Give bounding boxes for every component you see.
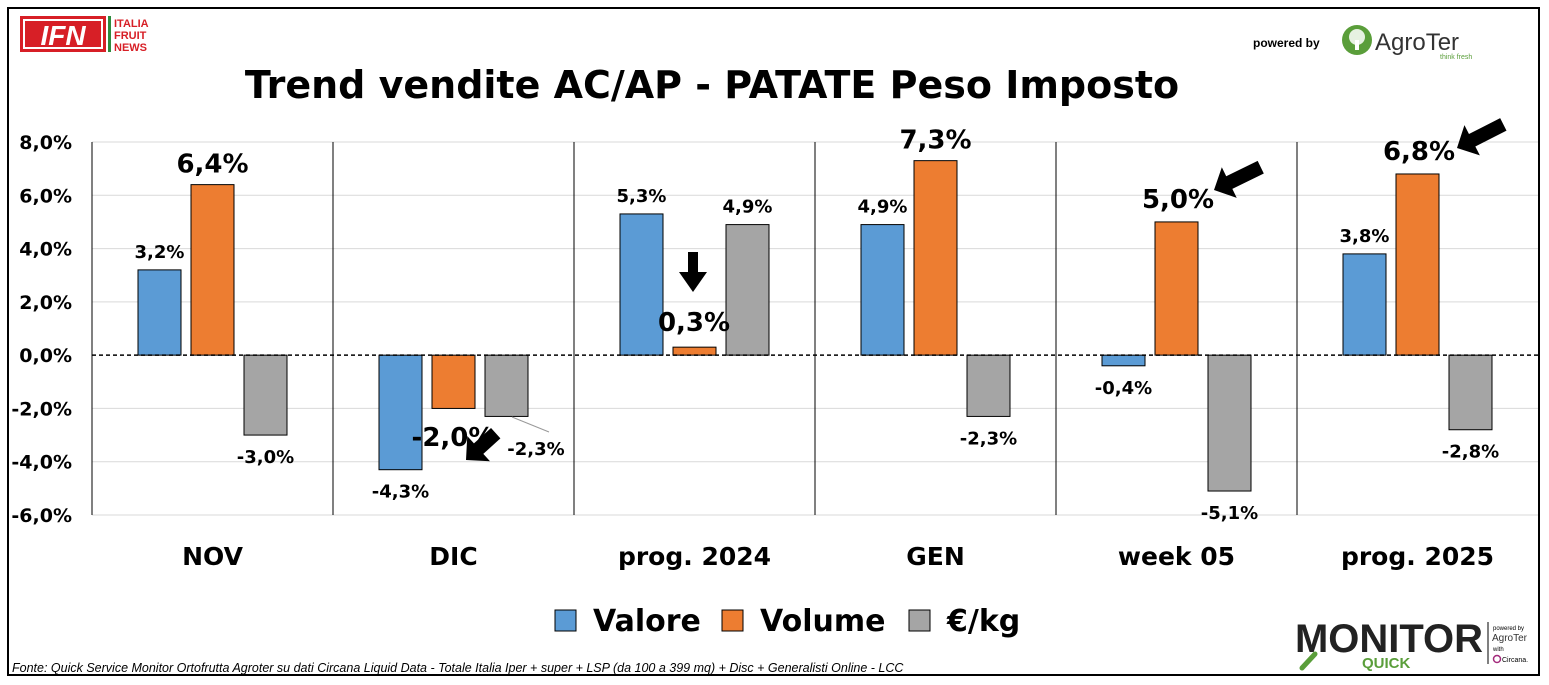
legend-swatch-volume	[721, 609, 744, 632]
bar-week-05-kg	[1207, 354, 1252, 492]
side-circana: Circana.	[1502, 657, 1528, 664]
ifn-logo-line-3: NEWS	[114, 42, 147, 54]
data-label-gen-volume: 7,3%	[899, 126, 971, 156]
x-tick-label-week-05: week 05	[1118, 542, 1235, 571]
data-label-prog-2024-volume: 0,3%	[658, 308, 730, 338]
agroter-tree-trunk-icon	[1355, 40, 1359, 50]
circana-icon	[1492, 654, 1502, 664]
data-label-week-05-valore: -0,4%	[1095, 378, 1152, 399]
magnifier-handle-icon	[1299, 651, 1318, 671]
arrow-up-left-dic-icon	[466, 428, 501, 462]
ifn-logo-box	[20, 16, 106, 52]
powered-by-label: powered by	[1253, 36, 1320, 50]
ifn-logo-line-1: ITALIA	[114, 18, 149, 30]
data-label-gen-kg: -2,3%	[960, 428, 1017, 449]
data-label-week-05-kg: -5,1%	[1201, 503, 1258, 524]
y-tick-label: 6,0%	[19, 185, 72, 207]
data-label-prog-2025-volume: 6,8%	[1383, 137, 1455, 167]
data-label-week-05-volume: 5,0%	[1142, 185, 1214, 215]
legend-label-volume: Volume	[760, 604, 885, 639]
bar-dic-kg	[484, 354, 529, 417]
y-tick-label: 8,0%	[19, 132, 72, 154]
x-tick-label-gen: GEN	[906, 542, 965, 571]
quick-word: QUICK	[1362, 655, 1411, 672]
bar-prog-2025-volume	[1395, 173, 1440, 356]
agroter-name: AgroTer	[1375, 29, 1459, 56]
monitor-quick-logo: MONITOR QUICK powered by AgroTer with Ci…	[1295, 617, 1528, 672]
legend-swatch-kg	[908, 609, 931, 632]
data-label-dic-kg: -2,3%	[507, 439, 564, 460]
bar-week-05-valore	[1101, 354, 1146, 367]
bar-prog-2024-volume	[672, 346, 717, 356]
bar-gen-kg	[966, 354, 1011, 417]
side-with: with	[1492, 647, 1504, 653]
legend: Valore Volume €/kg	[554, 604, 1020, 639]
ifn-logo-line-2: FRUIT	[114, 30, 147, 42]
bar-nov-kg	[243, 354, 288, 436]
data-label-prog-2025-valore: 3,8%	[1340, 226, 1390, 247]
data-label-prog-2025-kg: -2,8%	[1442, 442, 1499, 463]
data-label-gen-valore: 4,9%	[858, 197, 908, 218]
annotation-arrows	[466, 118, 1507, 462]
side-agroter: AgroTer	[1492, 633, 1528, 644]
legend-label-kg: €/kg	[946, 604, 1020, 639]
side-powered: powered by	[1493, 626, 1524, 632]
x-axis: NOV DIC prog. 2024 GEN week 05 prog. 2025	[182, 542, 1494, 571]
ifn-logo-letters: IFN	[40, 20, 86, 51]
chart-title: Trend vendite AC/AP - PATATE Peso Impost…	[245, 63, 1179, 107]
y-tick-label: 2,0%	[19, 292, 72, 314]
bar-nov-valore	[137, 269, 182, 356]
data-label-nov-kg: -3,0%	[237, 447, 294, 468]
data-label-prog-2024-kg: 4,9%	[723, 197, 773, 218]
arrow-down-left-week05-icon	[1214, 160, 1264, 198]
x-tick-label-nov: NOV	[182, 542, 244, 571]
bar-prog-2024-valore	[619, 213, 664, 356]
bar-prog-2025-valore	[1342, 253, 1387, 356]
data-label-nov-valore: 3,2%	[135, 242, 185, 263]
bar-prog-2024-kg	[725, 224, 770, 356]
bar-dic-volume	[431, 354, 476, 409]
x-tick-label-prog-2025: prog. 2025	[1341, 542, 1494, 571]
data-label-nov-volume: 6,4%	[176, 150, 248, 180]
y-tick-label: -6,0%	[11, 505, 72, 527]
legend-label-valore: Valore	[593, 604, 701, 639]
legend-swatch-valore	[554, 609, 577, 632]
y-tick-label: -4,0%	[11, 452, 72, 474]
agroter-tree-crown-icon	[1349, 29, 1365, 45]
bar-gen-valore	[860, 224, 905, 356]
agroter-badge: powered by AgroTer think fresh	[1253, 25, 1472, 61]
y-tick-label: 0,0%	[19, 345, 72, 367]
x-tick-label-dic: DIC	[429, 542, 477, 571]
y-tick-label: 4,0%	[19, 239, 72, 261]
y-tick-label: -2,0%	[11, 398, 72, 420]
ifn-logo: IFN ITALIA FRUIT NEWS	[20, 16, 149, 54]
data-label-dic-valore: -4,3%	[372, 482, 429, 503]
bar-dic-valore	[378, 354, 423, 471]
source-note: Fonte: Quick Service Monitor Ortofrutta …	[12, 661, 904, 675]
chart-frame	[7, 7, 1540, 676]
bar-nov-volume	[190, 184, 235, 356]
data-labels: 3,2%-4,3%5,3%4,9%-0,4%3,8%6,4%-2,0%0,3%7…	[135, 126, 1500, 524]
ifn-logo-inner-border	[23, 19, 103, 49]
arrow-down-prog-2024-icon	[679, 252, 707, 292]
data-label-prog-2024-valore: 5,3%	[617, 186, 667, 207]
bar-gen-volume	[913, 160, 958, 356]
arrow-down-left-prog-2025-icon	[1457, 118, 1507, 156]
agroter-tagline: think fresh	[1440, 54, 1472, 61]
bar-week-05-volume	[1154, 221, 1199, 356]
x-tick-label-prog-2024: prog. 2024	[618, 542, 771, 571]
ifn-logo-bar	[108, 16, 111, 52]
leader-line	[511, 416, 550, 433]
category-separators	[332, 142, 1298, 515]
bars	[137, 160, 1493, 492]
bar-prog-2025-kg	[1448, 354, 1493, 431]
y-axis: 8,0% 6,0% 4,0% 2,0% 0,0% -2,0% -4,0% -6,0%	[11, 132, 93, 527]
monitor-word: MONITOR	[1295, 617, 1483, 661]
